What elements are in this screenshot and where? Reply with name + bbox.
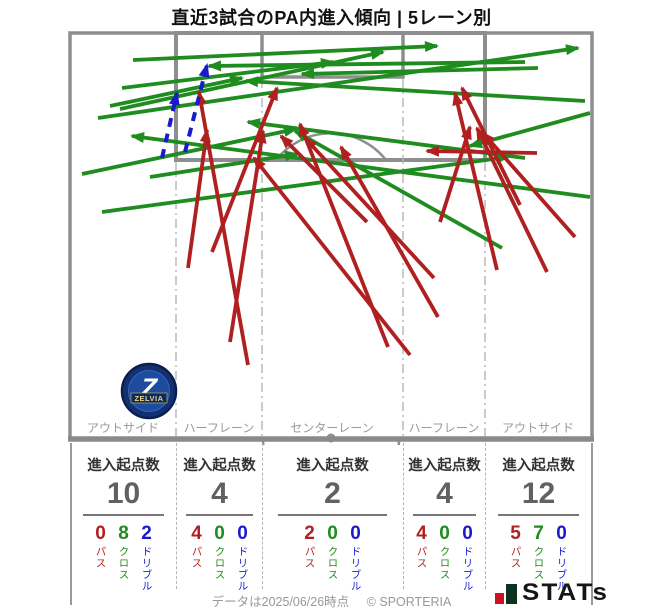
pass-arrow bbox=[186, 128, 211, 269]
origin-count: 4 bbox=[436, 477, 453, 510]
page-title: 直近3試合のPA内進入傾向 | 5レーン別 bbox=[171, 8, 492, 28]
stat-divider bbox=[186, 514, 253, 516]
cross-arrow bbox=[101, 153, 510, 214]
entry-arrows bbox=[81, 41, 591, 366]
stat-header: 進入起点数 bbox=[87, 458, 160, 474]
stats-separator-3 bbox=[403, 443, 404, 589]
pass-arrow bbox=[460, 86, 522, 206]
cross-arrow bbox=[132, 41, 439, 62]
pass-count: 4 bbox=[191, 523, 202, 544]
copyright: © SPORTERIA bbox=[366, 595, 452, 609]
lane-label-4: ハーフレーン bbox=[409, 421, 480, 435]
origin-count: 2 bbox=[324, 477, 341, 510]
dribble-label: ドリブル bbox=[349, 546, 362, 592]
lane-label-1: アウトサイド bbox=[87, 421, 159, 435]
pass-arrow bbox=[303, 136, 436, 280]
stat-divider bbox=[412, 514, 477, 516]
pass-label: パス bbox=[94, 546, 107, 569]
stats-brand-logo: STATs bbox=[495, 581, 607, 605]
dribble-count: 0 bbox=[556, 523, 567, 544]
cross-count: 8 bbox=[118, 523, 129, 544]
cross-arrow bbox=[244, 76, 586, 103]
stat-divider bbox=[82, 514, 165, 516]
cross-arrow bbox=[293, 129, 503, 250]
pass-count: 0 bbox=[95, 523, 106, 544]
origin-count: 10 bbox=[106, 477, 141, 510]
pass-arrow bbox=[425, 145, 538, 157]
lane-label-3: センターレーン bbox=[290, 421, 373, 435]
bar-chart-icon-dark-bar bbox=[506, 584, 517, 604]
origin-count: 12 bbox=[521, 477, 556, 510]
half-pitch-diagram: アウトサイド ハーフレーン センターレーン ハーフレーン アウトサイド Z ZE… bbox=[68, 31, 594, 445]
pass-label: パス bbox=[303, 546, 316, 569]
cross-label: クロス bbox=[532, 546, 545, 581]
pass-arrow bbox=[279, 134, 369, 224]
data-timestamp-note: データは2025/06/26時点 bbox=[211, 595, 350, 609]
stats-separator-2 bbox=[262, 443, 263, 589]
brand-wordmark: STATs bbox=[522, 579, 610, 606]
stat-header: 進入起点数 bbox=[408, 458, 481, 474]
stats-left-border bbox=[70, 443, 72, 605]
cross-arrow bbox=[207, 60, 526, 72]
pass-count: 5 bbox=[510, 523, 521, 544]
pass-arrow bbox=[481, 131, 577, 239]
stat-divider bbox=[497, 514, 580, 516]
origin-count: 4 bbox=[211, 477, 228, 510]
pass-arrow bbox=[452, 91, 499, 271]
pass-label: パス bbox=[415, 546, 428, 569]
pass-count: 2 bbox=[304, 523, 315, 544]
lane-stat-col-1: 進入起点数 10 0 パス 8 クロス 2 ドリブル bbox=[71, 443, 176, 592]
dribble-label: ドリブル bbox=[236, 546, 249, 592]
stat-header: 進入起点数 bbox=[502, 458, 575, 474]
logo-team-name: ZELVIA bbox=[134, 394, 163, 403]
cross-count: 0 bbox=[214, 523, 225, 544]
dribble-count: 0 bbox=[237, 523, 248, 544]
cross-label: クロス bbox=[117, 546, 130, 581]
lane-stats-panel: 進入起点数 10 0 パス 8 クロス 2 ドリブル 進入起点数 4 4 パス 0 クロス… bbox=[0, 443, 663, 605]
cross-arrow bbox=[97, 44, 580, 120]
pass-label: パス bbox=[509, 546, 522, 569]
dribble-count: 0 bbox=[462, 523, 473, 544]
footer: データは2025/06/26時点 © SPORTERIA bbox=[0, 591, 663, 610]
dribble-label: ドリブル bbox=[461, 546, 474, 592]
cross-arrow bbox=[149, 150, 299, 179]
lane-stat-col-5: 進入起点数 12 5 パス 7 クロス 0 ドリブル bbox=[486, 443, 591, 592]
dribble-label: ドリブル bbox=[555, 546, 568, 592]
cross-count: 0 bbox=[327, 523, 338, 544]
stats-separator-1 bbox=[176, 443, 177, 589]
cross-label: クロス bbox=[213, 546, 226, 581]
lane-stat-col-3: 進入起点数 2 2 パス 0 クロス 0 ドリブル bbox=[263, 443, 402, 592]
stat-divider bbox=[278, 514, 387, 516]
dribble-arrow bbox=[160, 91, 180, 159]
pass-arrow bbox=[339, 145, 440, 318]
pass-arrow bbox=[210, 86, 279, 253]
stats-separator-4 bbox=[485, 443, 486, 589]
cross-count: 0 bbox=[439, 523, 450, 544]
dribble-count: 2 bbox=[141, 523, 152, 544]
stat-header: 進入起点数 bbox=[183, 458, 256, 474]
pass-label: パス bbox=[190, 546, 203, 569]
lane-label-row: アウトサイド ハーフレーン センターレーン ハーフレーン アウトサイド bbox=[87, 421, 574, 435]
bar-chart-icon-red-bar bbox=[495, 593, 504, 604]
team-logo: Z ZELVIA bbox=[120, 362, 178, 420]
stats-right-border bbox=[591, 443, 593, 605]
cross-count: 7 bbox=[533, 523, 544, 544]
cross-arrow bbox=[300, 66, 539, 80]
pass-arrow bbox=[252, 156, 412, 357]
lane-label-2: ハーフレーン bbox=[184, 421, 255, 435]
lane-stat-col-4: 進入起点数 4 4 パス 0 クロス 0 ドリブル bbox=[404, 443, 485, 592]
pass-count: 4 bbox=[416, 523, 427, 544]
cross-label: クロス bbox=[326, 546, 339, 581]
dribble-label: ドリブル bbox=[140, 546, 153, 592]
stat-header: 進入起点数 bbox=[296, 458, 369, 474]
bar-chart-icon bbox=[495, 584, 517, 604]
lane-label-5: アウトサイド bbox=[502, 421, 574, 435]
pass-arrow bbox=[475, 126, 549, 273]
lane-stat-col-2: 進入起点数 4 4 パス 0 クロス 0 ドリブル bbox=[177, 443, 262, 592]
cross-label: クロス bbox=[438, 546, 451, 581]
dribble-count: 0 bbox=[350, 523, 361, 544]
